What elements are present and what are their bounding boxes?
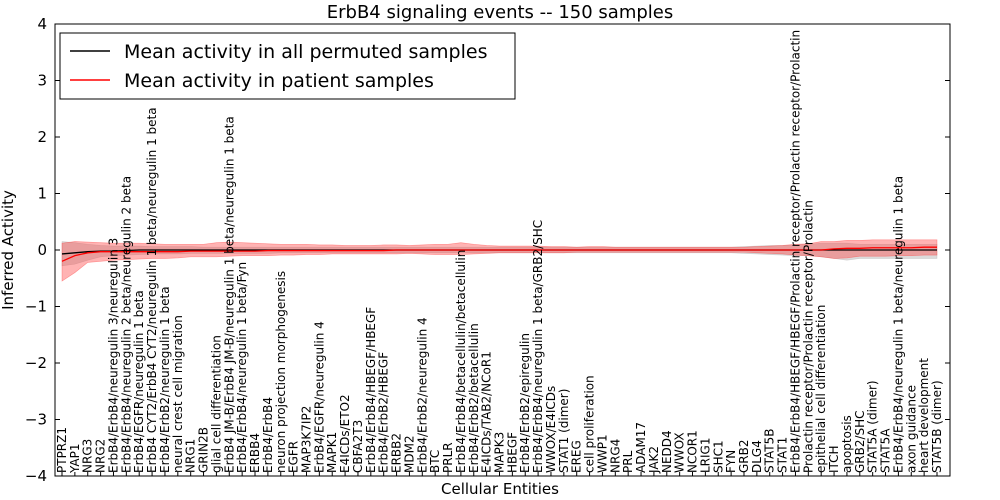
band-permuted (61, 241, 938, 267)
line-patient (61, 246, 937, 262)
x-tick-label: glial cell differentiation (209, 335, 223, 473)
x-tick-label: DLG4 (750, 440, 764, 473)
legend-label-patient: Mean activity in patient samples (124, 70, 434, 92)
x-tick-label: NRG2 (94, 439, 108, 473)
x-axis-title: Cellular Entities (441, 480, 559, 498)
y-tick-label: −2 (25, 354, 47, 372)
y-tick-label: −4 (25, 467, 47, 485)
y-tick-label: −3 (25, 411, 47, 429)
y-tick-label: 0 (37, 241, 47, 259)
x-tick-label: STAT5B (dimer) (930, 380, 944, 473)
y-tick-label: 1 (37, 185, 47, 203)
x-tick-label: NRG1 (184, 439, 198, 473)
x-tick-label: LRIG1 (698, 438, 712, 474)
chart-title: ErbB4 signaling events -- 150 samples (327, 2, 674, 23)
x-tick-label: PRL (621, 450, 635, 473)
x-tick-label: EREG (570, 440, 584, 473)
x-tick-label: ErbB4/EGFR/neuregulin 1 beta (132, 290, 146, 473)
x-tick-label: ErbB4/ErbB2/betacellulin (467, 323, 481, 473)
series-lines (61, 246, 937, 262)
x-tick-label: NEDD4 (660, 430, 674, 473)
legend: Mean activity in all permuted samples Me… (59, 32, 516, 100)
x-tick-label: STAT5A (dimer) (866, 380, 880, 473)
x-tick-label: E4ICDs/TAB2/NCoR1 (480, 351, 494, 473)
x-tick-label: ErbB4/ErbB4 (261, 397, 275, 473)
x-tick-label: ErbB4 CYT2/ErbB4 CYT2/neuregulin 1 beta/… (145, 107, 159, 473)
x-tick-label: ErbB4/EGFR/neuregulin 4 (312, 321, 326, 473)
x-tick-label: STAT1 (776, 437, 790, 473)
y-tick-label: 3 (37, 72, 47, 90)
x-tick-label: apoptosis (840, 415, 854, 473)
x-axis-ticks: PTPRZ1YAP1NRG3NRG2ErbB4/ErbB4/neuregulin… (55, 30, 944, 476)
x-tick-label: cell proliferation (583, 375, 597, 473)
x-tick-label: STAT5A (879, 428, 893, 473)
x-tick-label: YAP1 (68, 444, 82, 474)
x-tick-label: NRG4 (608, 439, 622, 473)
legend-label-permuted: Mean activity in all permuted samples (124, 41, 487, 63)
x-tick-label: ADAM17 (634, 422, 648, 473)
x-tick-label: CBFA2T3 (351, 420, 365, 473)
x-tick-label: E4ICDs/ETO2 (338, 394, 352, 473)
x-tick-label: EGFR (287, 441, 301, 473)
y-axis-title: Inferred Activity (0, 190, 17, 310)
x-tick-label: ErbB4/ErbB4/neuregulin 2 beta/neuregulin… (119, 176, 133, 473)
x-tick-label: PRLR (441, 442, 455, 473)
x-tick-label: ErbB4/ErbB4/neuregulin 1 beta/GRB2/SHC (531, 220, 545, 473)
x-tick-label: GRIN2B (197, 427, 211, 473)
x-tick-label: neuron projection morphogenesis (274, 271, 288, 473)
x-tick-label: MAPK3 (493, 432, 507, 473)
x-tick-label: neural crest cell migration (171, 315, 185, 473)
x-tick-label: STAT5B (763, 429, 777, 474)
x-tick-label: NRG3 (81, 439, 95, 473)
y-axis-ticks: −4 −3 −2 −1 0 1 2 3 4 (25, 15, 950, 485)
x-tick-label: ERBB2 (390, 433, 404, 473)
x-tick-label: MDM2 (402, 435, 416, 473)
legend-box (59, 32, 516, 100)
x-tick-label: GRB2/SHC (853, 410, 867, 473)
x-tick-label: STAT1 (dimer) (557, 389, 571, 473)
x-tick-label: ErbB4/ErbB2/HBEGF (377, 352, 391, 473)
y-tick-label: 4 (37, 15, 47, 33)
x-tick-label: HBEGF (505, 432, 519, 473)
x-tick-label: Prolactin receptor/Prolactin receptor/Pr… (801, 200, 815, 473)
x-tick-label: BTC (428, 450, 442, 473)
x-tick-label: ErbB4/ErbB4/neuregulin 1 beta/neuregulin… (891, 176, 905, 473)
y-tick-label: 2 (37, 128, 47, 146)
x-tick-label: NCOR1 (686, 430, 700, 473)
x-tick-label: ErbB4/ErbB4/betacellulin/betacellulin (454, 250, 468, 473)
x-tick-label: JAK2 (647, 446, 661, 474)
x-tick-label: MAP3K7IP2 (299, 406, 313, 473)
x-tick-label: ErbB4/ErbB4/neuregulin 3/neuregulin 3 (106, 238, 120, 473)
x-tick-label: ErbB4/ErbB2/epiregulin (518, 333, 532, 473)
x-tick-label: axon guidance (904, 385, 918, 473)
x-tick-label: GRB2 (737, 439, 751, 473)
x-tick-label: MAPK1 (325, 432, 339, 473)
x-tick-label: WWP1 (595, 434, 609, 473)
x-tick-label: ErbB4/ErbB2/neuregulin 4 (415, 317, 429, 473)
x-tick-label: WWOX (673, 432, 687, 473)
x-tick-label: epithelial cell differentiation (814, 305, 828, 473)
x-tick-label: WWOX/E4ICDs (544, 386, 558, 473)
x-tick-label: ErbB4/ErbB2/neuregulin 1 beta (158, 286, 172, 473)
x-tick-label: ErbB4/ErbB4/neuregulin 1 beta/Fyn (235, 262, 249, 473)
x-tick-label: SHC1 (711, 440, 725, 473)
x-tick-label: heart development (917, 358, 931, 473)
x-tick-label: ITCH (827, 445, 841, 473)
x-tick-label: ErbB4/ErbB4/HBEGF/HBEGF/Prolactin recept… (788, 30, 802, 473)
x-tick-label: FYN (724, 450, 738, 473)
x-tick-label: ERBB4 (248, 433, 262, 473)
x-tick-label: ErbB4 JM-B/ErbB4 JM-B/neuregulin 1 beta/… (222, 116, 236, 473)
y-tick-label: −1 (25, 298, 47, 316)
x-tick-label: ErbB4/ErbB4/HBEGF/HBEGF (364, 307, 378, 473)
x-tick-label: PTPRZ1 (55, 427, 69, 473)
